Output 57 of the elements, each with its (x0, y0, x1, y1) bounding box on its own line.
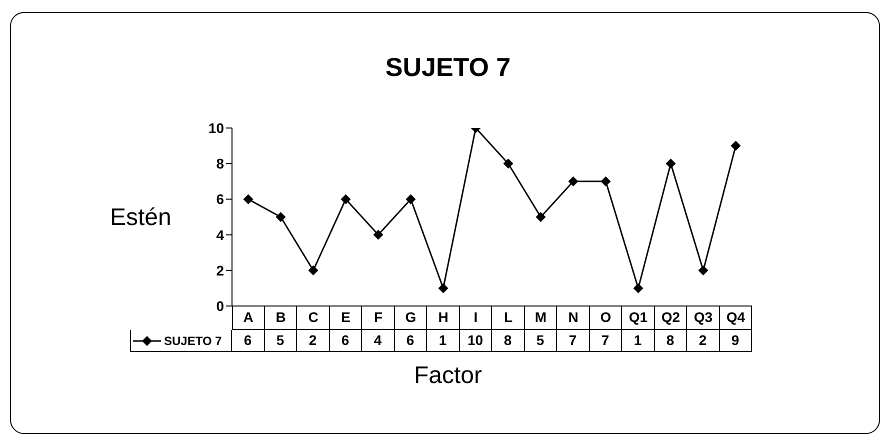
y-axis-title: Estén (110, 204, 172, 232)
x-tick-label: I (474, 309, 478, 325)
legend-label: SUJETO 7 (164, 334, 222, 348)
point (633, 283, 644, 294)
y-tick-label: 10 (208, 120, 224, 136)
x-tick-label: N (568, 309, 578, 325)
data-label: 6 (394, 330, 427, 352)
data-label: 1 (622, 330, 654, 352)
point (503, 158, 514, 169)
data-label: 1 (427, 330, 460, 352)
data-label: 8 (492, 330, 524, 352)
x-tick-label: Q2 (661, 309, 680, 325)
point (276, 212, 286, 222)
y-tick-label: 8 (216, 156, 224, 172)
data-label: 4 (362, 330, 394, 352)
point (438, 283, 448, 294)
x-tick-label: Q4 (726, 309, 746, 325)
point (698, 265, 708, 276)
data-label: 7 (557, 330, 590, 352)
x-tick-label: L (504, 309, 513, 325)
x-tick-label: Q3 (694, 309, 713, 325)
point (406, 194, 416, 204)
data-label: 6 (330, 330, 362, 352)
point (373, 230, 384, 240)
data-label: 7 (590, 330, 622, 352)
point (308, 265, 318, 276)
data-label: 5 (524, 330, 557, 352)
x-tick-label: B (276, 309, 286, 325)
data-label: 10 (460, 330, 492, 352)
x-tick-label: H (438, 309, 448, 325)
point (568, 176, 578, 186)
x-tick-label: M (534, 309, 547, 325)
x-tick-label: O (600, 309, 612, 325)
y-tick-label: 2 (216, 262, 224, 278)
y-tick-label: 4 (216, 226, 224, 243)
x-tick-label: E (341, 309, 350, 325)
x-tick-label: G (405, 309, 416, 325)
data-label: 9 (720, 330, 752, 352)
point (730, 140, 741, 151)
point (340, 194, 351, 204)
chart-title: SUJETO 7 (384, 52, 512, 83)
point (243, 194, 254, 204)
x-tick-label: C (308, 309, 318, 325)
data-label: 2 (687, 330, 720, 352)
point (536, 212, 546, 222)
x-tick-label: Q1 (628, 309, 648, 325)
data-label: 6 (232, 330, 264, 352)
point (666, 158, 676, 169)
x-axis-title: Factor (412, 362, 483, 390)
data-label: 2 (297, 330, 330, 352)
y-tick-label: 0 (216, 298, 224, 314)
y-tick-label: 6 (216, 191, 224, 208)
point (600, 176, 611, 186)
x-tick-label: A (243, 309, 254, 325)
data-label: 5 (264, 330, 297, 352)
x-tick-label: F (374, 309, 383, 325)
data-label: 8 (654, 330, 687, 352)
